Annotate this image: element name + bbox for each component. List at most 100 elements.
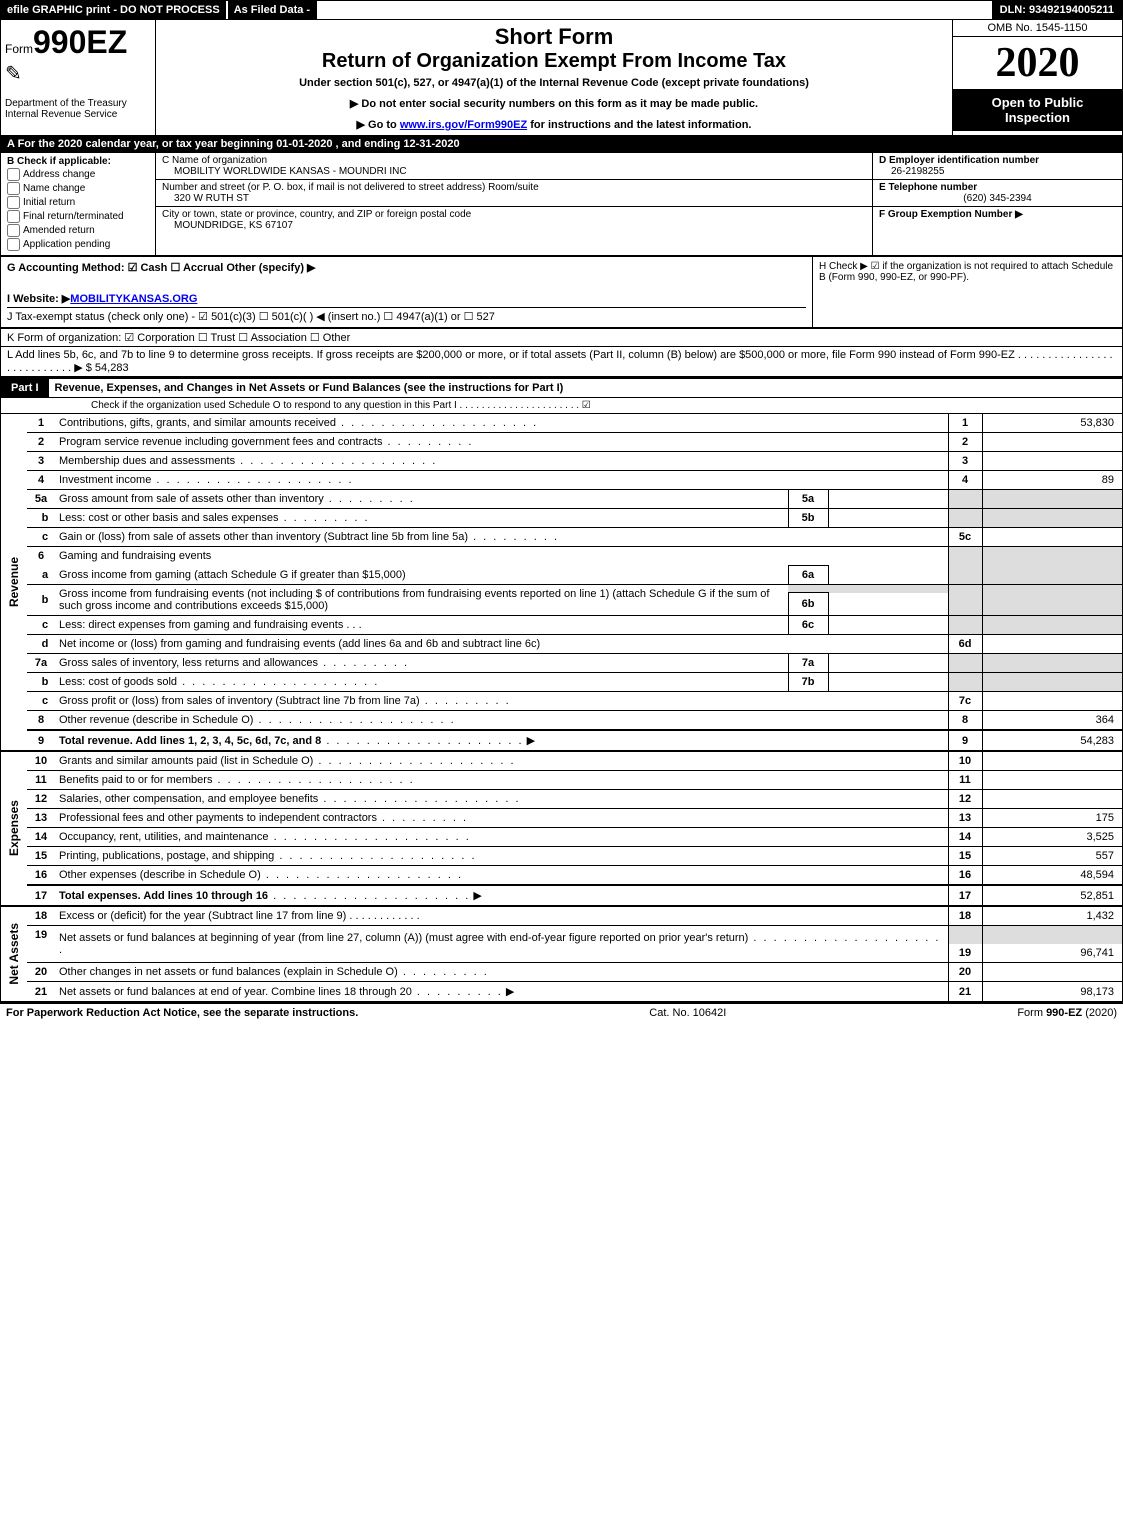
cb-init[interactable]: Initial return	[7, 196, 149, 209]
form-number-box: Form990EZ ✎ Department of the Treasury I…	[1, 20, 156, 135]
asfiled-label: As Filed Data -	[226, 1, 316, 19]
topbar: efile GRAPHIC print - DO NOT PROCESS As …	[0, 0, 1123, 20]
under-text: Under section 501(c), 527, or 4947(a)(1)…	[164, 77, 944, 89]
line-5b: b Less: cost or other basis and sales ex…	[1, 509, 1122, 528]
col-d: D Employer identification number 26-2198…	[872, 153, 1122, 255]
b-title: B Check if applicable:	[7, 156, 149, 167]
irs-label: Internal Revenue Service	[5, 109, 151, 120]
footer: For Paperwork Reduction Act Notice, see …	[0, 1003, 1123, 1022]
line-7c: c Gross profit or (loss) from sales of i…	[1, 692, 1122, 711]
c-name: C Name of organization MOBILITY WORLDWID…	[156, 153, 872, 180]
line-15: 15 Printing, publications, postage, and …	[1, 847, 1122, 866]
return-title: Return of Organization Exempt From Incom…	[164, 50, 944, 73]
side-netassets: Net Assets	[5, 921, 23, 987]
dept-label: Department of the Treasury	[5, 98, 151, 109]
cb-addr[interactable]: Address change	[7, 168, 149, 181]
side-revenue: Revenue	[5, 555, 23, 609]
cb-name[interactable]: Name change	[7, 182, 149, 195]
line-6a: a Gross income from gaming (attach Sched…	[1, 566, 1122, 585]
line-21: 21 Net assets or fund balances at end of…	[1, 982, 1122, 1002]
arrow2-post: for instructions and the latest informat…	[527, 119, 751, 131]
line-11: 11 Benefits paid to or for members 11	[1, 771, 1122, 790]
line-6: 6 Gaming and fundraising events	[1, 547, 1122, 566]
line-18: Net Assets 18 Excess or (deficit) for th…	[1, 906, 1122, 926]
c-city: City or town, state or province, country…	[156, 207, 872, 233]
line-20: 20 Other changes in net assets or fund b…	[1, 963, 1122, 982]
arrow2: ▶ Go to www.irs.gov/Form990EZ for instru…	[164, 118, 944, 131]
c-addr: Number and street (or P. O. box, if mail…	[156, 180, 872, 207]
line-2: 2 Program service revenue including gove…	[1, 433, 1122, 452]
title-box: Short Form Return of Organization Exempt…	[156, 20, 952, 135]
form-number: 990EZ	[33, 24, 127, 60]
part1-label: Part I	[1, 379, 49, 397]
tax-year: 2020	[953, 37, 1122, 89]
cb-amend[interactable]: Amended return	[7, 224, 149, 237]
cb-app[interactable]: Application pending	[7, 238, 149, 251]
line-10: Expenses 10 Grants and similar amounts p…	[1, 751, 1122, 771]
topbar-blank	[316, 1, 992, 19]
line-16: 16 Other expenses (describe in Schedule …	[1, 866, 1122, 886]
f-group: F Group Exemption Number ▶	[873, 207, 1122, 222]
org-name: MOBILITY WORLDWIDE KANSAS - MOUNDRI INC	[162, 166, 866, 177]
line-17: 17 Total expenses. Add lines 10 through …	[1, 885, 1122, 906]
line-12: 12 Salaries, other compensation, and emp…	[1, 790, 1122, 809]
line-7b: b Less: cost of goods sold 7b	[1, 673, 1122, 692]
col-c: C Name of organization MOBILITY WORLDWID…	[156, 153, 872, 255]
dln-label: DLN: 93492194005211	[992, 1, 1122, 19]
arrow1: ▶ Do not enter social security numbers o…	[164, 97, 944, 110]
addr-label: Number and street (or P. O. box, if mail…	[162, 182, 866, 193]
open-inspection: Open to Public Inspection	[953, 89, 1122, 131]
j-status: J Tax-exempt status (check only one) - ☑…	[7, 307, 806, 323]
line-19a: 19 Net assets or fund balances at beginn…	[1, 926, 1122, 945]
e-tel: E Telephone number (620) 345-2394	[873, 180, 1122, 207]
form-header: Form990EZ ✎ Department of the Treasury I…	[0, 20, 1123, 136]
i-website: I Website: ▶MOBILITYKANSAS.ORG	[7, 292, 806, 305]
c-label: C Name of organization	[162, 155, 866, 166]
d-label: D Employer identification number 26-2198…	[873, 153, 1122, 180]
g-method: G Accounting Method: ☑ Cash ☐ Accrual Ot…	[1, 257, 812, 327]
right-box: OMB No. 1545-1150 2020 Open to Public In…	[952, 20, 1122, 135]
footer-right: Form 990-EZ (2020)	[1017, 1007, 1117, 1019]
line-6b-1: b Gross income from fundraising events (…	[1, 585, 1122, 593]
line-9: 9 Total revenue. Add lines 1, 2, 3, 4, 5…	[1, 730, 1122, 751]
line-4: 4 Investment income 4 89	[1, 471, 1122, 490]
org-addr: 320 W RUTH ST	[162, 193, 866, 204]
efile-icon: ✎	[5, 61, 151, 86]
line-6c: c Less: direct expenses from gaming and …	[1, 616, 1122, 635]
col-b: B Check if applicable: Address change Na…	[1, 153, 156, 255]
line-13: 13 Professional fees and other payments …	[1, 809, 1122, 828]
footer-left: For Paperwork Reduction Act Notice, see …	[6, 1007, 358, 1019]
line-3: 3 Membership dues and assessments 3	[1, 452, 1122, 471]
form-prefix: Form	[5, 42, 33, 56]
irs-link[interactable]: www.irs.gov/Form990EZ	[400, 119, 527, 131]
line-7a: 7a Gross sales of inventory, less return…	[1, 654, 1122, 673]
l-receipts: L Add lines 5b, 6c, and 7b to line 9 to …	[0, 347, 1123, 377]
line-6d: d Net income or (loss) from gaming and f…	[1, 635, 1122, 654]
block-bcd: B Check if applicable: Address change Na…	[0, 153, 1123, 256]
line-14: 14 Occupancy, rent, utilities, and maint…	[1, 828, 1122, 847]
cb-final[interactable]: Final return/terminated	[7, 210, 149, 223]
city-label: City or town, state or province, country…	[162, 209, 866, 220]
part1-title: Revenue, Expenses, and Changes in Net As…	[49, 379, 570, 397]
h-check: H Check ▶ ☑ if the organization is not r…	[812, 257, 1122, 327]
phone: (620) 345-2394	[879, 193, 1116, 204]
lines-table: Revenue 1 Contributions, gifts, grants, …	[0, 414, 1123, 1003]
short-form-title: Short Form	[164, 24, 944, 50]
row-a: A For the 2020 calendar year, or tax yea…	[0, 136, 1123, 153]
line-1: Revenue 1 Contributions, gifts, grants, …	[1, 414, 1122, 433]
omb-number: OMB No. 1545-1150	[953, 20, 1122, 37]
part1-sub: Check if the organization used Schedule …	[0, 398, 1123, 414]
line-5c: c Gain or (loss) from sale of assets oth…	[1, 528, 1122, 547]
ein: 26-2198255	[879, 166, 1116, 177]
arrow2-pre: ▶ Go to	[357, 119, 400, 131]
website-link[interactable]: MOBILITYKANSAS.ORG	[70, 293, 197, 305]
efile-label: efile GRAPHIC print - DO NOT PROCESS	[1, 1, 226, 19]
k-form: K Form of organization: ☑ Corporation ☐ …	[0, 328, 1123, 347]
line-8: 8 Other revenue (describe in Schedule O)…	[1, 711, 1122, 731]
org-city: MOUNDRIDGE, KS 67107	[162, 220, 866, 231]
side-expenses: Expenses	[5, 798, 23, 858]
part1-header: Part I Revenue, Expenses, and Changes in…	[0, 377, 1123, 398]
line-5a: 5a Gross amount from sale of assets othe…	[1, 490, 1122, 509]
footer-mid: Cat. No. 10642I	[649, 1007, 726, 1019]
block-ghi: G Accounting Method: ☑ Cash ☐ Accrual Ot…	[0, 256, 1123, 328]
